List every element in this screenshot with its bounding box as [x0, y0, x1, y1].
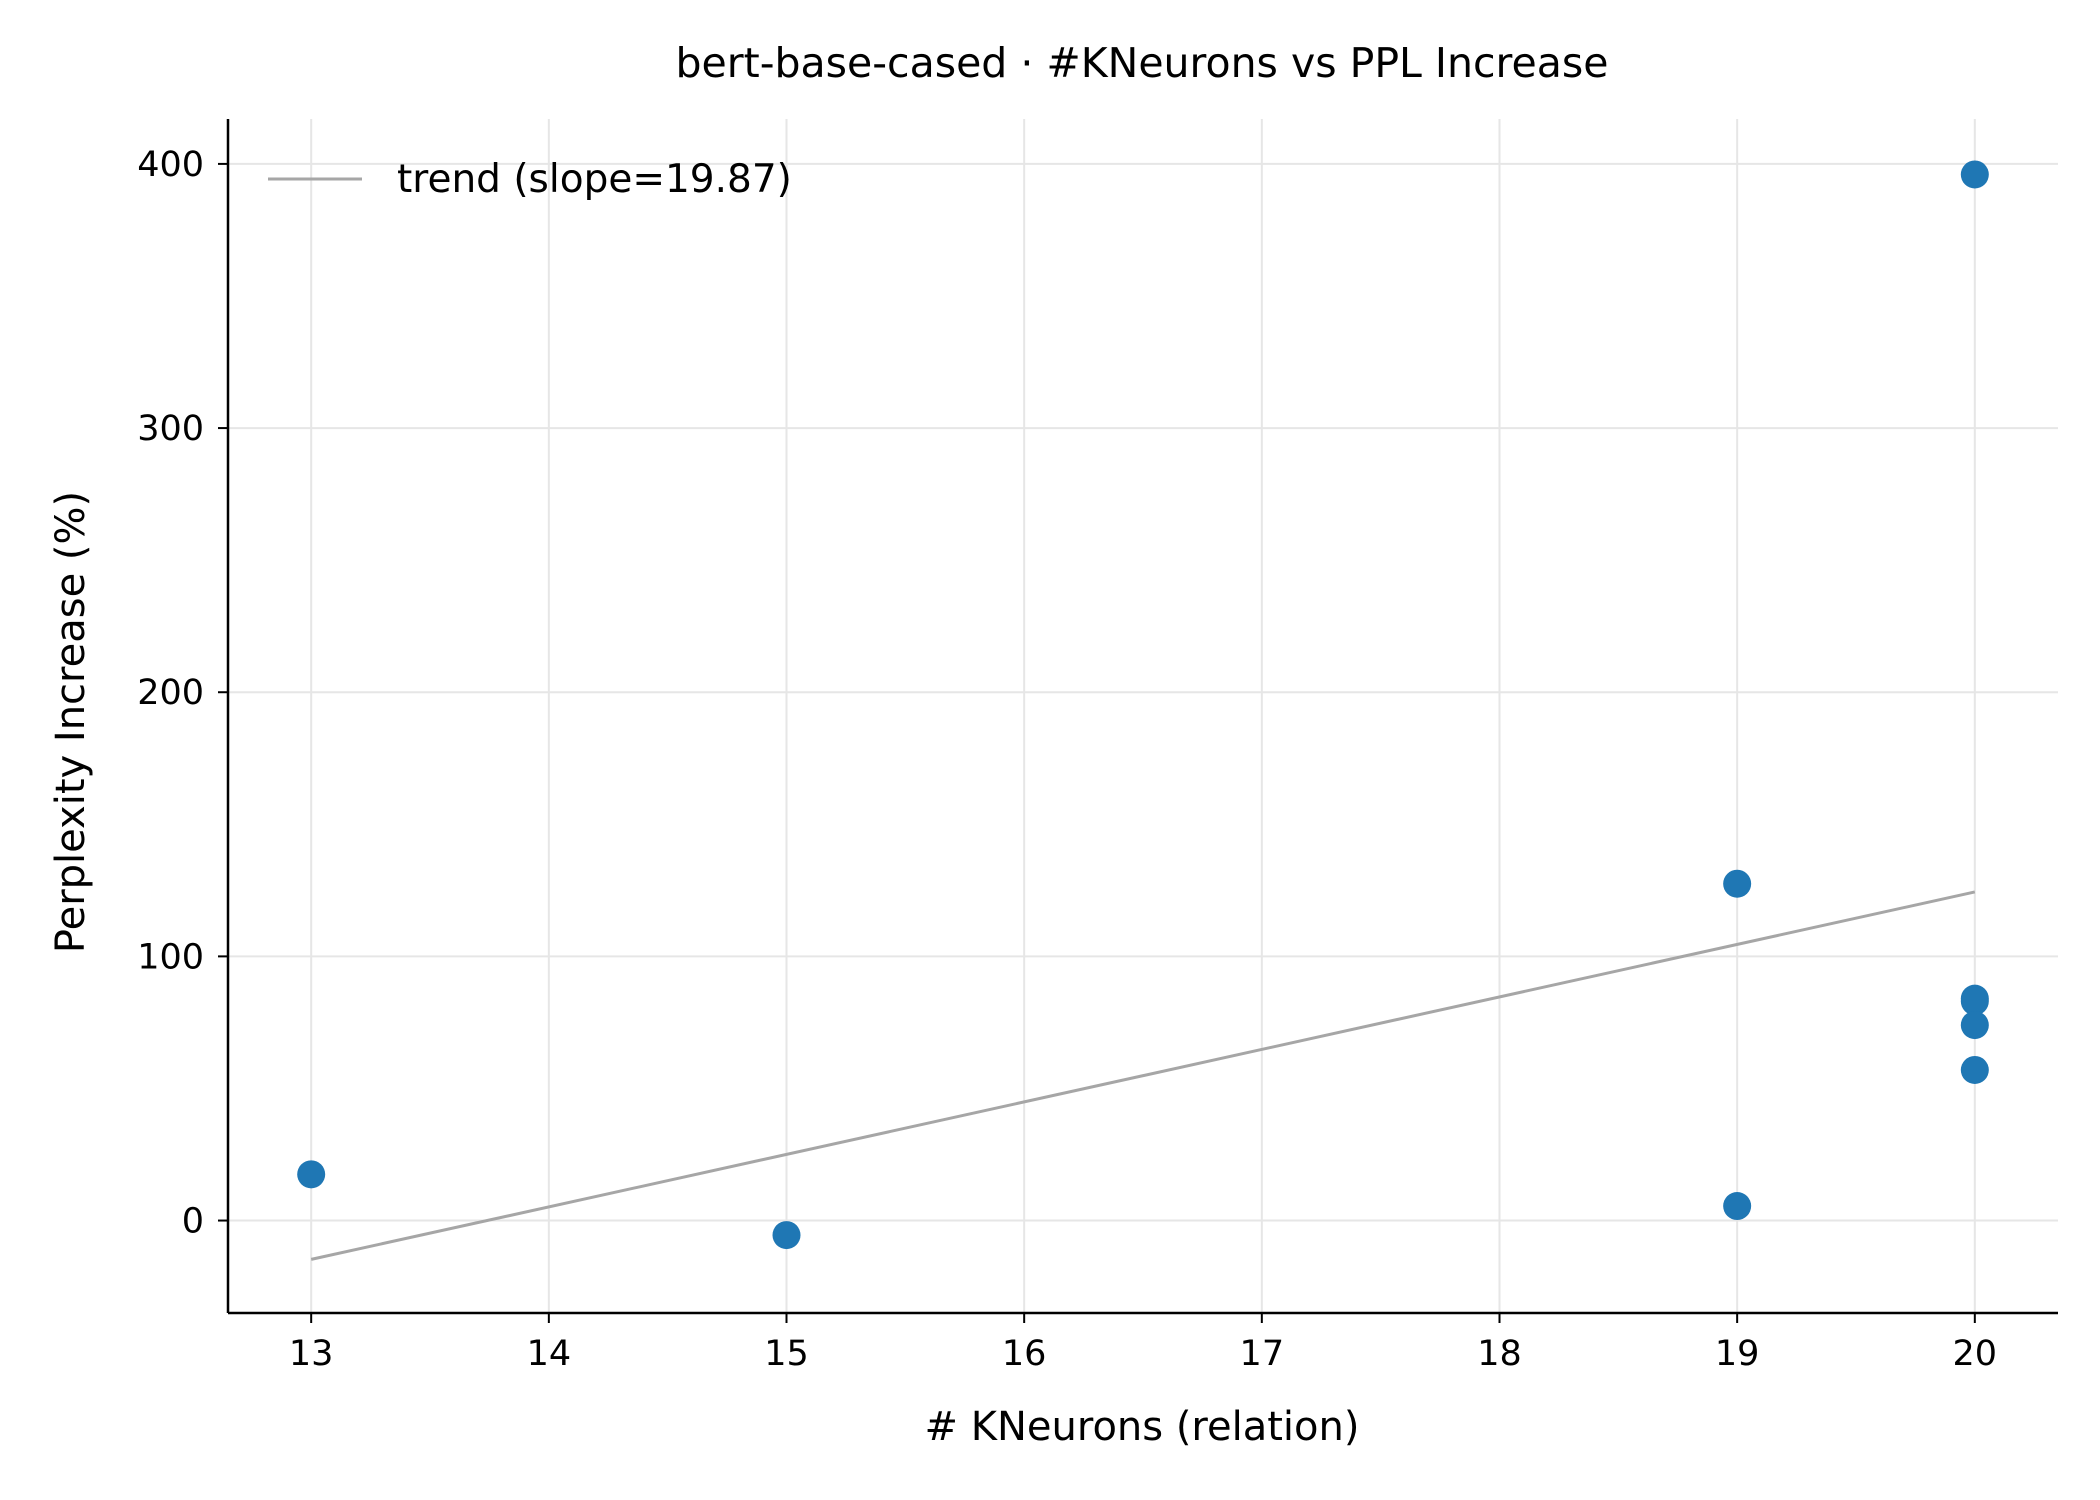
scatter-point — [1723, 869, 1752, 898]
x-tick-label: 20 — [1953, 1334, 1998, 1374]
x-tick-label: 13 — [289, 1334, 334, 1374]
scatter-point — [1960, 987, 1989, 1016]
x-tick-label: 17 — [1240, 1334, 1285, 1374]
x-tick-label: 15 — [764, 1334, 809, 1374]
legend-trend-label: trend (slope=19.87) — [397, 157, 792, 202]
x-axis-label: # KNeurons (relation) — [925, 1404, 1360, 1450]
y-tick-label: 400 — [137, 145, 204, 185]
legend: trend (slope=19.87) — [268, 157, 792, 202]
y-tick-label: 300 — [137, 409, 204, 449]
x-tick-label: 19 — [1715, 1334, 1760, 1374]
scatter-point — [1960, 1055, 1989, 1084]
y-tick-label: 100 — [137, 937, 204, 977]
scatter-point — [1723, 1192, 1752, 1221]
scatter-point — [772, 1221, 801, 1250]
scatter-point — [297, 1160, 326, 1189]
grid — [228, 119, 2058, 1313]
y-axis-label: Perplexity Increase (%) — [48, 491, 94, 953]
trend-line-group — [310, 890, 1976, 1261]
y-tick-label: 200 — [137, 673, 204, 713]
x-tick-label: 14 — [527, 1334, 572, 1374]
trend-line — [310, 890, 1976, 1261]
x-tick-label: 16 — [1002, 1334, 1047, 1374]
scatter-point — [1960, 160, 1989, 189]
scatter-point — [1960, 1011, 1989, 1040]
axes — [218, 119, 2058, 1323]
scatter-points — [297, 160, 1989, 1250]
chart-title: bert-base-cased · #KNeurons vs PPL Incre… — [676, 39, 1609, 87]
x-tick-label: 18 — [1477, 1334, 1522, 1374]
y-tick-label: 0 — [182, 1202, 204, 1242]
